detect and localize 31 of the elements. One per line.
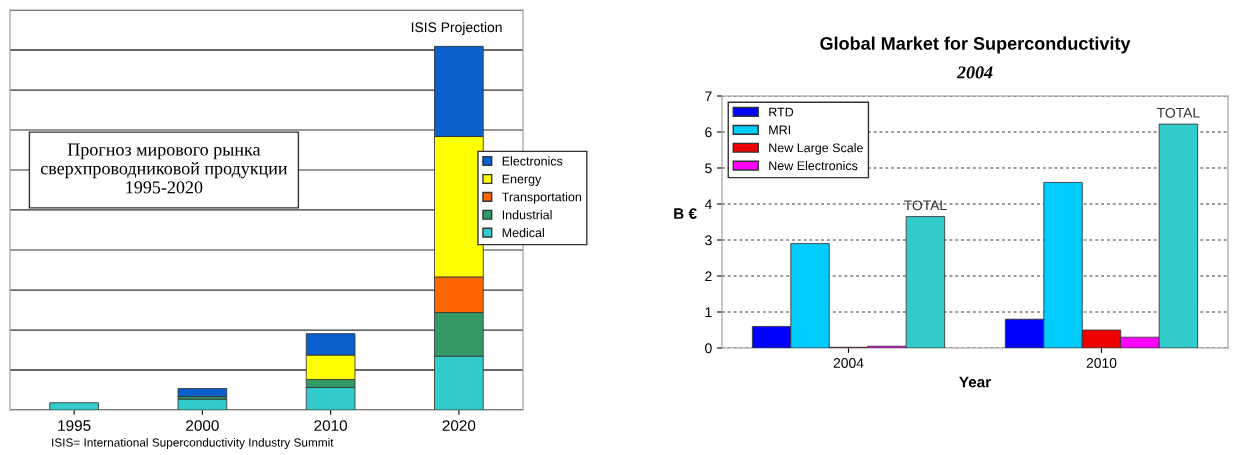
legend-label: Medical — [502, 227, 544, 238]
x-tick-label: 2010 — [314, 420, 348, 431]
text: ISIS Projection — [411, 22, 502, 35]
y-tick-label: 4 — [704, 199, 712, 210]
legend-label: Energy — [502, 174, 542, 186]
legend-label: Transportation — [501, 192, 582, 204]
legend-label: Industrial — [502, 210, 552, 220]
text: ISIS= International Superconductivity Industry Summit — [52, 438, 334, 450]
y-tick-label: 5 — [705, 163, 712, 174]
legend-label: New Large Scale — [769, 143, 863, 155]
x-tick-label: 2020 — [442, 420, 476, 431]
x-tick-label: 2000 — [186, 420, 219, 431]
legend-label: RTD — [769, 107, 794, 117]
y-tick-label: 7 — [705, 91, 712, 102]
y-axis-title: B € — [674, 208, 697, 219]
legend-label: MRI — [769, 125, 791, 135]
series-label: TOTAL — [1156, 107, 1200, 118]
y-tick-label: 3 — [705, 235, 712, 246]
y-tick-label: 1 — [705, 307, 712, 318]
chart-title: Global Market for Superconductivity — [820, 36, 1131, 54]
chart-subtitle: 2004 — [956, 66, 993, 79]
x-tick-label: 1995 — [58, 420, 91, 431]
y-tick-label: 0 — [705, 343, 712, 354]
y-tick-label: 2 — [705, 271, 712, 282]
text: Прогноз мирового рынка сверхпроводниковой продукции 1995-2020 — [40, 143, 288, 194]
legend-label: Electronics — [502, 156, 563, 166]
x-axis-title: Year — [959, 376, 991, 388]
x-tick-label: 2010 — [1086, 358, 1117, 368]
text: TOTAL — [903, 200, 947, 211]
legend-label: New Electronics — [769, 160, 858, 171]
y-tick-label: 6 — [705, 127, 712, 138]
